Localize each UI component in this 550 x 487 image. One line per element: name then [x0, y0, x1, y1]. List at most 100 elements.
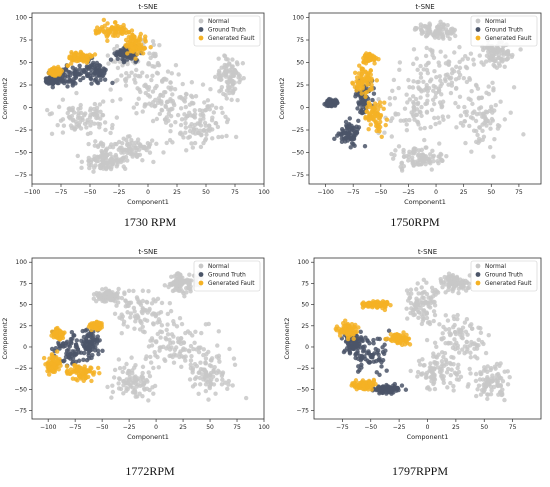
- normal-point: [453, 331, 459, 337]
- fault-point: [95, 25, 100, 30]
- normal-point: [151, 322, 156, 327]
- legend-label: Generated Fault: [485, 36, 532, 42]
- normal-point: [88, 123, 93, 128]
- normal-point: [85, 131, 91, 137]
- normal-point: [172, 274, 177, 279]
- truth-point: [77, 63, 82, 68]
- normal-point: [104, 299, 109, 304]
- normal-point: [174, 324, 180, 329]
- normal-point: [72, 110, 77, 115]
- x-tick-label: 100: [258, 189, 270, 196]
- normal-point: [411, 148, 416, 154]
- normal-point: [130, 385, 136, 390]
- normal-point: [411, 312, 416, 318]
- normal-point: [95, 121, 101, 126]
- normal-point: [155, 100, 161, 105]
- normal-point: [412, 108, 417, 113]
- normal-point: [424, 145, 429, 150]
- normal-point: [199, 330, 204, 336]
- normal-point: [200, 82, 206, 87]
- chart-title: t-SNE: [138, 3, 157, 11]
- y-tick-label: 0: [300, 105, 304, 112]
- normal-point: [100, 160, 105, 165]
- normal-point: [108, 130, 113, 136]
- truth-point: [57, 77, 62, 83]
- normal-point: [154, 141, 159, 146]
- normal-point: [438, 49, 443, 54]
- normal-point: [94, 158, 99, 164]
- normal-point: [415, 374, 420, 379]
- caption-1750: 1750RPM: [390, 215, 440, 229]
- normal-point: [98, 294, 103, 300]
- normal-point: [150, 89, 156, 94]
- normal-point: [437, 367, 443, 372]
- normal-point: [187, 377, 193, 382]
- fault-point: [367, 53, 372, 59]
- truth-point: [382, 342, 387, 347]
- y-tick-label: 50: [19, 302, 27, 309]
- normal-point: [118, 97, 123, 102]
- normal-point: [497, 123, 502, 129]
- normal-point: [61, 123, 67, 128]
- truth-point: [377, 391, 382, 396]
- truth-point: [380, 349, 386, 355]
- normal-point: [124, 361, 129, 367]
- normal-point: [109, 142, 114, 147]
- y-tick-label: 0: [305, 344, 309, 351]
- normal-point: [232, 70, 237, 75]
- normal-point: [424, 291, 430, 297]
- fault-point: [70, 376, 76, 381]
- fault-point: [112, 30, 118, 36]
- normal-point: [432, 303, 438, 308]
- normal-point: [201, 352, 206, 358]
- normal-point: [240, 61, 246, 66]
- normal-point: [495, 371, 501, 377]
- normal-point: [434, 75, 439, 80]
- normal-point: [446, 114, 451, 119]
- fault-point: [377, 124, 383, 130]
- truth-point: [133, 59, 138, 65]
- normal-point: [521, 132, 526, 137]
- normal-point: [418, 71, 423, 76]
- truth-point: [68, 339, 74, 345]
- truth-point: [372, 351, 377, 356]
- truth-point: [365, 338, 370, 344]
- truth-point: [355, 369, 361, 374]
- normal-point: [457, 59, 462, 65]
- truth-point: [87, 64, 93, 69]
- normal-point: [418, 371, 424, 377]
- normal-point: [476, 95, 482, 100]
- normal-point: [216, 134, 221, 140]
- normal-point: [139, 320, 144, 326]
- normal-point: [428, 152, 433, 157]
- fault-point: [71, 369, 77, 374]
- normal-point: [183, 358, 188, 363]
- x-tick-label: −50: [96, 424, 109, 431]
- normal-point: [424, 280, 429, 285]
- normal-point: [398, 118, 403, 123]
- normal-point: [471, 128, 477, 133]
- truth-point: [110, 80, 115, 86]
- normal-point: [123, 154, 129, 160]
- normal-point: [470, 101, 475, 107]
- normal-point: [217, 89, 222, 94]
- normal-point: [443, 78, 448, 84]
- normal-point: [412, 159, 417, 165]
- normal-point: [432, 299, 437, 305]
- normal-point: [145, 379, 150, 384]
- fault-point: [67, 55, 73, 60]
- fault-point: [80, 55, 86, 60]
- normal-point: [492, 64, 497, 69]
- normal-point: [481, 111, 486, 117]
- normal-point: [421, 79, 426, 85]
- normal-point: [388, 118, 394, 124]
- normal-point: [156, 317, 162, 322]
- normal-point: [164, 337, 169, 342]
- normal-point: [214, 354, 220, 359]
- fault-point: [340, 321, 346, 326]
- normal-point: [165, 322, 170, 327]
- fault-point: [377, 100, 383, 105]
- normal-point: [124, 137, 129, 143]
- legend-label: Generated Fault: [208, 281, 255, 287]
- normal-point: [464, 65, 470, 71]
